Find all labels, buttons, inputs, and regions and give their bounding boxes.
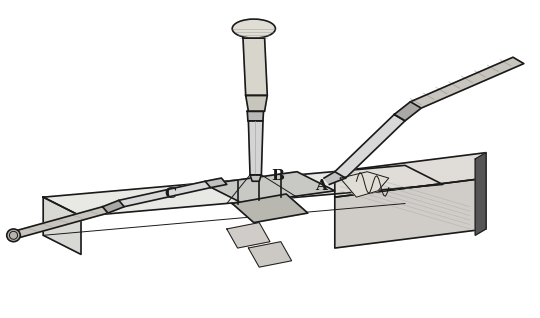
Polygon shape — [11, 207, 108, 238]
Polygon shape — [232, 194, 308, 223]
Ellipse shape — [232, 19, 275, 38]
Polygon shape — [205, 172, 335, 204]
Polygon shape — [103, 200, 124, 213]
Polygon shape — [248, 121, 263, 175]
Polygon shape — [243, 38, 267, 95]
Polygon shape — [43, 165, 443, 216]
Polygon shape — [335, 178, 486, 248]
Polygon shape — [394, 102, 421, 121]
Text: B: B — [272, 169, 285, 183]
Polygon shape — [227, 223, 270, 248]
Polygon shape — [324, 172, 346, 184]
Polygon shape — [246, 95, 267, 111]
Text: A: A — [315, 179, 327, 193]
Text: C: C — [164, 187, 176, 201]
Polygon shape — [340, 172, 389, 197]
Polygon shape — [247, 111, 264, 121]
Polygon shape — [335, 114, 405, 178]
Polygon shape — [250, 175, 261, 181]
Polygon shape — [335, 153, 486, 197]
Polygon shape — [248, 242, 292, 267]
Ellipse shape — [6, 229, 21, 242]
Polygon shape — [475, 153, 486, 235]
Polygon shape — [410, 57, 524, 108]
Polygon shape — [119, 181, 211, 207]
Polygon shape — [205, 178, 227, 188]
Polygon shape — [43, 197, 81, 254]
